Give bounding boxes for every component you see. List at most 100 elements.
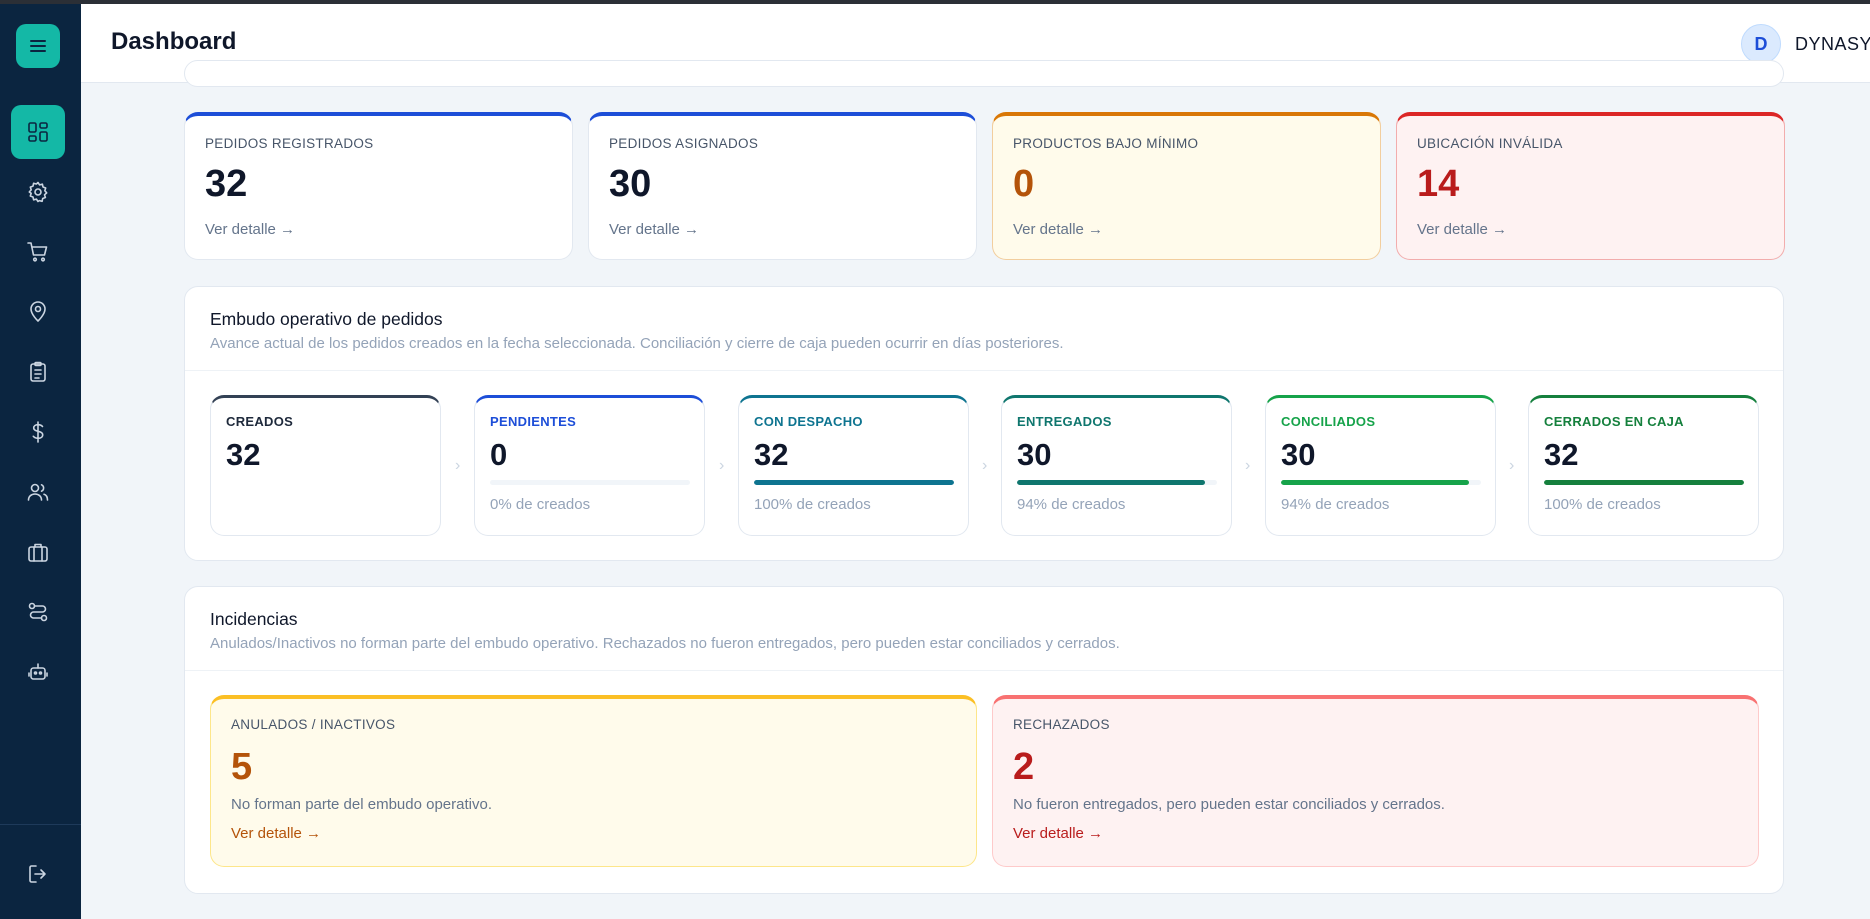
incident-value: 5 [231, 746, 253, 788]
stage-label: ENTREGADOS [1017, 414, 1112, 429]
panel-divider [185, 370, 1783, 371]
user-name[interactable]: DYNASYS [1795, 34, 1870, 54]
kpi-label: PEDIDOS REGISTRADOS [205, 136, 374, 151]
stage-progress-bar [490, 480, 690, 485]
sidebar-item-orders[interactable] [11, 345, 65, 399]
incident-value: 2 [1013, 746, 1035, 788]
kpi-card-assigned-orders[interactable]: PEDIDOS ASIGNADOS 30 Ver detalle → [588, 112, 977, 260]
funnel-stage-cash-closed[interactable]: CERRADOS EN CAJA 32 100% de creados [1528, 395, 1759, 536]
sidebar [0, 4, 81, 919]
avatar[interactable]: D [1741, 24, 1781, 64]
incident-detail-link[interactable]: Ver detalle → [1013, 825, 1104, 842]
kpi-label: PEDIDOS ASIGNADOS [609, 136, 759, 151]
incident-note: No forman parte del embudo operativo. [231, 796, 492, 813]
stage-value: 30 [1281, 437, 1316, 472]
incident-note: No fueron entregados, pero pueden estar … [1013, 796, 1445, 813]
stage-progress-fill [1281, 480, 1469, 485]
funnel-stage-dispatch[interactable]: CON DESPACHO 32 100% de creados [738, 395, 969, 536]
stage-progress-fill [754, 480, 954, 485]
stage-percent: 100% de creados [1544, 496, 1661, 513]
stage-progress-bar [1017, 480, 1217, 485]
incident-label: ANULADOS / INACTIVOS [231, 717, 396, 732]
location-pin-icon [30, 301, 46, 322]
route-icon [28, 602, 48, 622]
kpi-detail-link[interactable]: Ver detalle → [1417, 221, 1508, 238]
incident-label: RECHAZADOS [1013, 717, 1110, 732]
stage-percent: 0% de creados [490, 496, 591, 513]
sidebar-item-finance[interactable] [11, 405, 65, 459]
sidebar-divider [0, 824, 81, 825]
kpi-value: 0 [1013, 163, 1035, 205]
kpi-value: 30 [609, 163, 652, 205]
funnel-stage-delivered[interactable]: ENTREGADOS 30 94% de creados [1001, 395, 1232, 536]
sidebar-item-cart[interactable] [11, 225, 65, 279]
clipboard-icon [30, 361, 46, 382]
funnel-stage-pending[interactable]: PENDIENTES 0 0% de creados [474, 395, 705, 536]
funnel-subtitle: Avance actual de los pedidos creados en … [210, 335, 1064, 352]
stage-label: CON DESPACHO [754, 414, 863, 429]
incidents-panel: Incidencias Anulados/Inactivos no forman… [184, 586, 1784, 894]
users-icon [27, 483, 49, 501]
robot-icon [28, 663, 48, 680]
previous-section-card [184, 60, 1784, 87]
window-top-strip [0, 0, 1870, 4]
funnel-stage-reconciled[interactable]: CONCILIADOS 30 94% de creados [1265, 395, 1496, 536]
stage-value: 32 [226, 437, 261, 472]
stage-label: CREADOS [226, 414, 294, 429]
kpi-card-low-stock[interactable]: PRODUCTOS BAJO MÍNIMO 0 Ver detalle → [992, 112, 1381, 260]
kpi-value: 14 [1417, 163, 1460, 205]
dashboard-icon [28, 122, 48, 142]
kpi-value: 32 [205, 163, 248, 205]
kpi-detail-link[interactable]: Ver detalle → [1013, 221, 1104, 238]
stage-label: CONCILIADOS [1281, 414, 1376, 429]
sidebar-item-automation[interactable] [11, 645, 65, 699]
sidebar-item-routes[interactable] [11, 585, 65, 639]
menu-toggle-button[interactable] [16, 24, 60, 68]
sidebar-item-dashboard[interactable] [11, 105, 65, 159]
sidebar-item-users[interactable] [11, 465, 65, 519]
kpi-label: UBICACIÓN INVÁLIDA [1417, 136, 1563, 151]
stage-progress-fill [1544, 480, 1744, 485]
stage-value: 0 [490, 437, 508, 472]
kpi-card-invalid-location[interactable]: UBICACIÓN INVÁLIDA 14 Ver detalle → [1396, 112, 1785, 260]
chevron-right-icon: › [719, 457, 725, 474]
chevron-right-icon: › [455, 457, 461, 474]
stage-label: PENDIENTES [490, 414, 577, 429]
kpi-detail-link[interactable]: Ver detalle → [205, 221, 296, 238]
funnel-panel: Embudo operativo de pedidos Avance actua… [184, 286, 1784, 561]
incidents-title: Incidencias [210, 609, 298, 629]
panel-divider [185, 670, 1783, 671]
stage-progress-bar [1544, 480, 1744, 485]
funnel-stage-created[interactable]: CREADOS 32 [210, 395, 441, 536]
stage-percent: 100% de creados [754, 496, 871, 513]
chevron-right-icon: › [1245, 457, 1251, 474]
dollar-icon [32, 421, 44, 443]
incidents-subtitle: Anulados/Inactivos no forman parte del e… [210, 635, 1120, 652]
sidebar-item-settings[interactable] [11, 165, 65, 219]
incident-detail-link[interactable]: Ver detalle → [231, 825, 322, 842]
kpi-card-registered-orders[interactable]: PEDIDOS REGISTRADOS 32 Ver detalle → [184, 112, 573, 260]
incident-card-rejected[interactable]: RECHAZADOS 2 No fueron entregados, pero … [992, 695, 1759, 867]
briefcase-icon [28, 543, 48, 562]
sidebar-item-inventory[interactable] [11, 525, 65, 579]
stage-value: 30 [1017, 437, 1052, 472]
logout-button[interactable] [11, 847, 65, 901]
incident-card-voided[interactable]: ANULADOS / INACTIVOS 5 No forman parte d… [210, 695, 977, 867]
chevron-right-icon: › [982, 457, 988, 474]
kpi-detail-link[interactable]: Ver detalle → [609, 221, 700, 238]
stage-percent: 94% de creados [1281, 496, 1390, 513]
stage-progress-fill [1017, 480, 1205, 485]
funnel-title: Embudo operativo de pedidos [210, 309, 443, 329]
stage-value: 32 [754, 437, 789, 472]
chevron-right-icon: › [1509, 457, 1515, 474]
page-title: Dashboard [111, 28, 237, 55]
kpi-label: PRODUCTOS BAJO MÍNIMO [1013, 136, 1199, 151]
stage-percent: 94% de creados [1017, 496, 1126, 513]
stage-progress-bar [754, 480, 954, 485]
gear-icon [28, 181, 48, 203]
hamburger-icon [30, 40, 46, 52]
stage-label: CERRADOS EN CAJA [1544, 414, 1684, 429]
stage-value: 32 [1544, 437, 1579, 472]
logout-icon [29, 865, 46, 883]
sidebar-item-locations[interactable] [11, 285, 65, 339]
